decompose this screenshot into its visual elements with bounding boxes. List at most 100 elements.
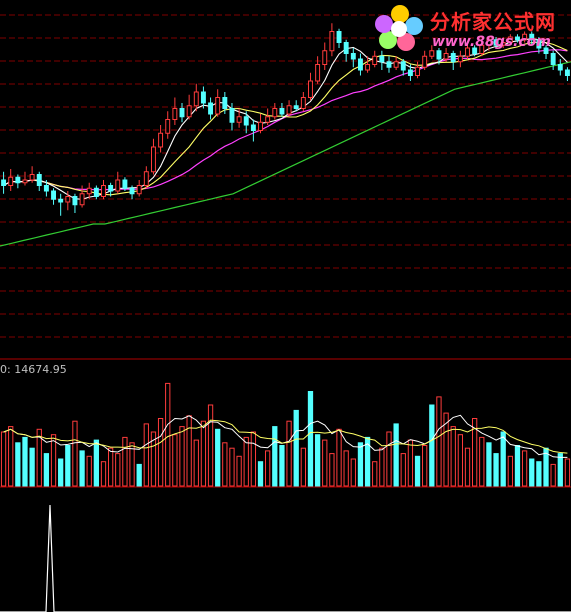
candle-body [443,53,449,60]
candle-body [165,119,171,134]
volume-bar [314,434,321,487]
candle-body [8,176,14,186]
volume-bar [207,404,214,487]
candle-body [472,47,478,54]
candle-body [429,50,435,57]
volume-bar [229,447,235,487]
flower-icon [375,5,423,51]
candle-body [158,132,164,148]
candle-body [1,179,7,186]
volume-bar [157,418,164,487]
volume-bar [507,455,513,487]
volume-bar [107,447,114,487]
candle-body [51,190,56,200]
logo-title: 分析家公式网 [430,10,556,34]
volume-bar [215,428,221,487]
volume-bar [15,442,21,487]
candle-body [215,97,221,115]
candle-body [172,108,178,120]
volume-bar [414,455,421,487]
candle-body [93,187,99,197]
candle-body [222,97,228,109]
volume-bar [172,434,178,487]
candle-body [136,185,142,195]
volume-bar [150,431,157,487]
volume-bar [179,426,185,487]
volume-bar [200,420,207,487]
candle-body [379,55,385,63]
ma-short-line [3,38,568,200]
volume-bar [50,434,57,487]
candle-body [36,174,42,186]
candle-body [457,55,463,63]
volume-bar [236,455,242,487]
candle-body [286,105,292,115]
candle-body [293,105,299,109]
site-logo: 分析家公式网 www.88gs.com [372,4,568,54]
volume-bar [407,439,414,487]
volume-bar [514,445,521,487]
ma-trend-line [0,61,571,247]
candle-body [129,187,135,195]
volume-bar [322,439,328,487]
candle-body [407,69,413,76]
candle-body [386,61,392,68]
candle-body [436,50,442,60]
volume-bar [93,439,99,487]
candle-body [479,44,485,54]
volume-bar [265,450,271,487]
volume-bar [43,453,50,487]
candle-body [72,196,78,206]
candle-body [393,61,399,68]
candle-body [229,108,235,123]
volume-bar [8,426,14,487]
candle-body [329,31,335,52]
volume-bar [129,442,135,487]
candle-body [522,33,528,41]
volume-bar [393,423,399,487]
candle-body [350,53,356,60]
volume-bar [336,428,342,487]
volume-bar [186,415,192,487]
candle-body [58,198,64,203]
candle-body [543,47,549,54]
indicator-line [0,504,571,612]
candle-body [422,55,428,68]
candle-body [65,196,71,203]
candle-body [79,193,85,206]
volume-bar [165,382,171,487]
candle-body [143,171,149,186]
candle-body [108,185,114,192]
volume-bar [457,434,464,487]
volume-bar [36,428,42,487]
volume-bar [122,436,128,487]
volume-bar [357,442,364,487]
candle-body [15,176,21,184]
candle-body [365,64,371,71]
volume-bar [386,431,392,487]
volume-bar [422,445,428,487]
candle-body [200,91,206,104]
volume-bar [286,420,292,487]
candle-body [336,31,342,43]
candle-body [250,124,256,131]
candle-body [450,53,456,63]
volume-bar [521,450,528,487]
candle-body [43,185,49,192]
volume-bar [136,463,142,487]
candle-body [29,174,35,181]
volume-bar [429,404,435,487]
candle-body [493,39,499,46]
volume-bar [500,431,506,487]
candle-body [550,53,556,65]
logo-url: www.88gs.com [432,34,551,50]
candle-body [557,64,563,71]
volume-readout: 0: 14674.95 [0,363,67,376]
volume-bar [307,391,314,487]
volume-bar [443,412,449,487]
volume-bar [557,453,563,487]
candle-body [236,116,242,123]
volume-bar [243,436,249,487]
volume-bar [564,458,571,487]
candle-body [86,187,92,195]
